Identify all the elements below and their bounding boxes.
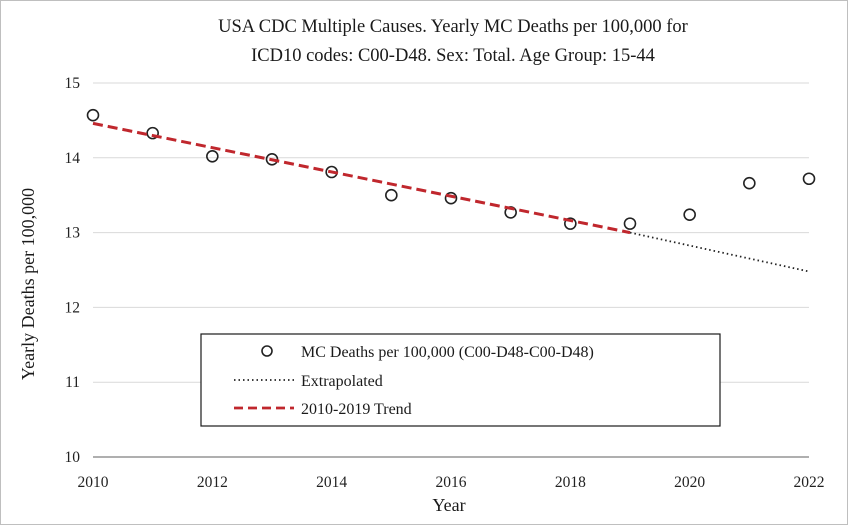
y-tick-labels: 10 11 12 13 14 15 xyxy=(65,75,81,466)
extrapolated-line xyxy=(629,231,810,273)
data-point xyxy=(623,217,637,230)
x-tick-label: 2012 xyxy=(197,474,228,491)
data-point xyxy=(265,152,279,166)
legend-label-extrapolated: Extrapolated xyxy=(301,373,383,390)
y-tick-label: 13 xyxy=(65,225,81,242)
data-point xyxy=(444,191,458,205)
data-point xyxy=(802,172,816,186)
data-point xyxy=(86,108,100,122)
x-tick-label: 2020 xyxy=(674,474,705,491)
x-tick-label: 2014 xyxy=(316,474,347,491)
x-tick-label: 2010 xyxy=(78,474,109,491)
legend: MC Deaths per 100,000 (C00-D48-C00-D48) … xyxy=(200,333,721,427)
legend-marker-circle xyxy=(261,345,273,357)
y-tick-label: 14 xyxy=(65,150,81,167)
x-tick-label: 2022 xyxy=(794,474,825,491)
data-point xyxy=(743,176,756,190)
y-tick-label: 15 xyxy=(65,75,81,92)
x-tick-label: 2018 xyxy=(555,474,586,491)
chart-title-line-1: USA CDC Multiple Causes. Yearly MC Death… xyxy=(218,17,688,37)
data-point xyxy=(146,126,159,140)
legend-label-mc-deaths: MC Deaths per 100,000 (C00-D48-C00-D48) xyxy=(301,344,594,361)
x-tick-labels: 2010 2012 2014 2016 2018 2020 2022 xyxy=(78,474,825,491)
data-point xyxy=(385,188,398,202)
legend-box xyxy=(200,333,721,427)
y-axis-title: Yearly Deaths per 100,000 xyxy=(18,188,38,380)
y-tick-label: 11 xyxy=(65,374,80,391)
trend-line xyxy=(92,121,631,235)
chart-title-line-2: ICD10 codes: C00-D48. Sex: Total. Age Gr… xyxy=(251,46,655,66)
chart-title: USA CDC Multiple Causes. Yearly MC Death… xyxy=(218,17,688,66)
data-point xyxy=(206,150,219,163)
y-tick-label: 12 xyxy=(65,299,81,316)
data-point xyxy=(683,208,696,221)
legend-label-trend: 2010-2019 Trend xyxy=(301,401,412,418)
data-point xyxy=(564,217,577,230)
data-series xyxy=(86,108,816,273)
x-axis-title: Year xyxy=(432,495,465,515)
x-tick-label: 2016 xyxy=(436,474,467,491)
y-tick-label: 10 xyxy=(65,449,81,466)
